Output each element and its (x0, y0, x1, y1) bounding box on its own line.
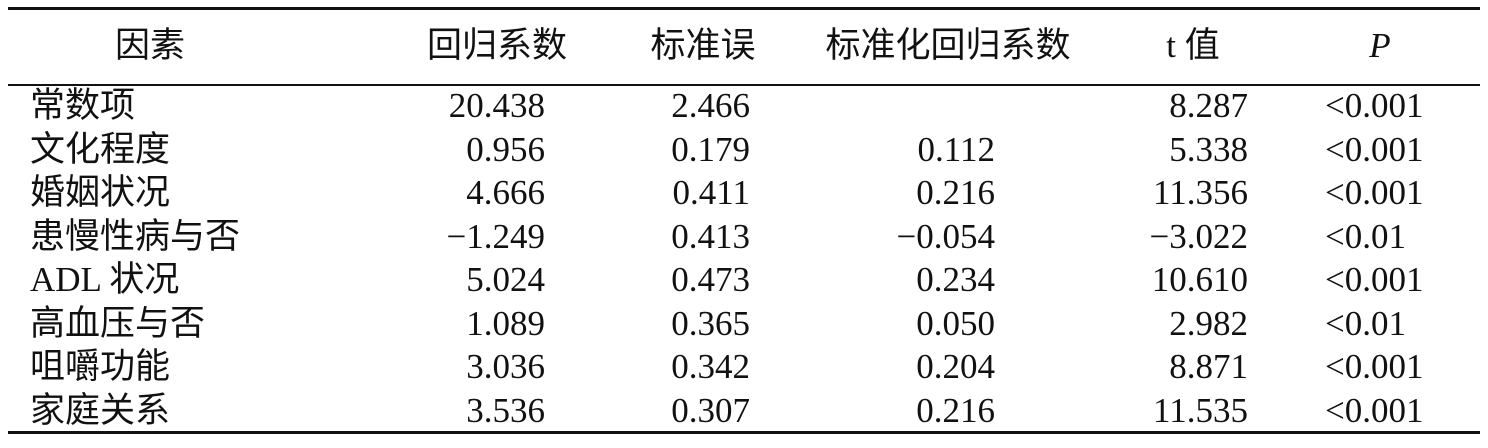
cell-value: <0.01 (1325, 216, 1406, 256)
cell-value: −3.022 (1149, 216, 1249, 256)
header-cell: t 值 (1166, 26, 1220, 65)
row-label: 咀嚼功能 (30, 347, 171, 386)
cell-value: <0.001 (1325, 86, 1424, 125)
cell-value: 2.982 (1169, 303, 1248, 343)
cell-value: 10.610 (1151, 260, 1248, 299)
cell-value: −0.054 (896, 216, 996, 256)
bottom-rule (8, 431, 1480, 434)
cell-value: 5.024 (466, 260, 545, 299)
cell-value: 0.365 (671, 303, 750, 343)
cell-value: 11.535 (1153, 390, 1248, 430)
cell-value: <0.001 (1325, 260, 1424, 299)
header-cell: 标准化回归系数 (825, 26, 1071, 65)
cell-value: 0.216 (916, 173, 995, 212)
row-label: 常数项 (30, 86, 136, 125)
header-cell: P (1369, 26, 1391, 65)
cell-value: 0.234 (916, 260, 995, 299)
cell-value: 0.050 (916, 303, 995, 343)
cell-value: 3.536 (466, 390, 545, 430)
cell-value: 2.466 (671, 86, 750, 125)
cell-value: 0.307 (671, 390, 750, 430)
cell-value: <0.01 (1325, 303, 1406, 343)
cell-value: 0.216 (916, 390, 995, 430)
cell-value: 0.473 (671, 260, 750, 299)
row-label: 家庭关系 (30, 390, 171, 430)
cell-value: 0.956 (466, 129, 545, 169)
row-label: ADL 状况 (30, 260, 180, 299)
cell-value: 0.112 (917, 129, 995, 169)
header-cell: 标准误 (650, 26, 756, 65)
cell-value: 8.287 (1169, 86, 1248, 125)
cell-value: 4.666 (466, 173, 545, 212)
cell-value: 0.179 (671, 129, 750, 169)
cell-value: 0.204 (916, 347, 995, 386)
row-label: 高血压与否 (30, 303, 206, 343)
header-cell: 因素 (114, 26, 185, 65)
cell-value: <0.001 (1325, 390, 1424, 430)
cell-value: 1.089 (466, 303, 545, 343)
cell-value: 0.413 (671, 216, 750, 256)
row-label: 文化程度 (30, 129, 171, 169)
top-rule (8, 7, 1480, 10)
cell-value: 11.356 (1153, 173, 1248, 212)
row-label: 患慢性病与否 (30, 216, 241, 256)
cell-value: <0.001 (1325, 347, 1424, 386)
cell-value: −1.249 (446, 216, 546, 256)
cell-value: <0.001 (1325, 129, 1424, 169)
header-rule (8, 84, 1480, 86)
cell-value: 8.871 (1169, 347, 1248, 386)
cell-value: 5.338 (1169, 129, 1248, 169)
cell-value: <0.001 (1325, 173, 1424, 212)
cell-value: 20.438 (448, 86, 545, 125)
cell-value: 0.342 (671, 347, 750, 386)
cell-value: 3.036 (466, 347, 545, 386)
header-cell: 回归系数 (426, 26, 567, 65)
row-label: 婚姻状况 (30, 173, 171, 212)
cell-value: 0.411 (672, 173, 750, 212)
